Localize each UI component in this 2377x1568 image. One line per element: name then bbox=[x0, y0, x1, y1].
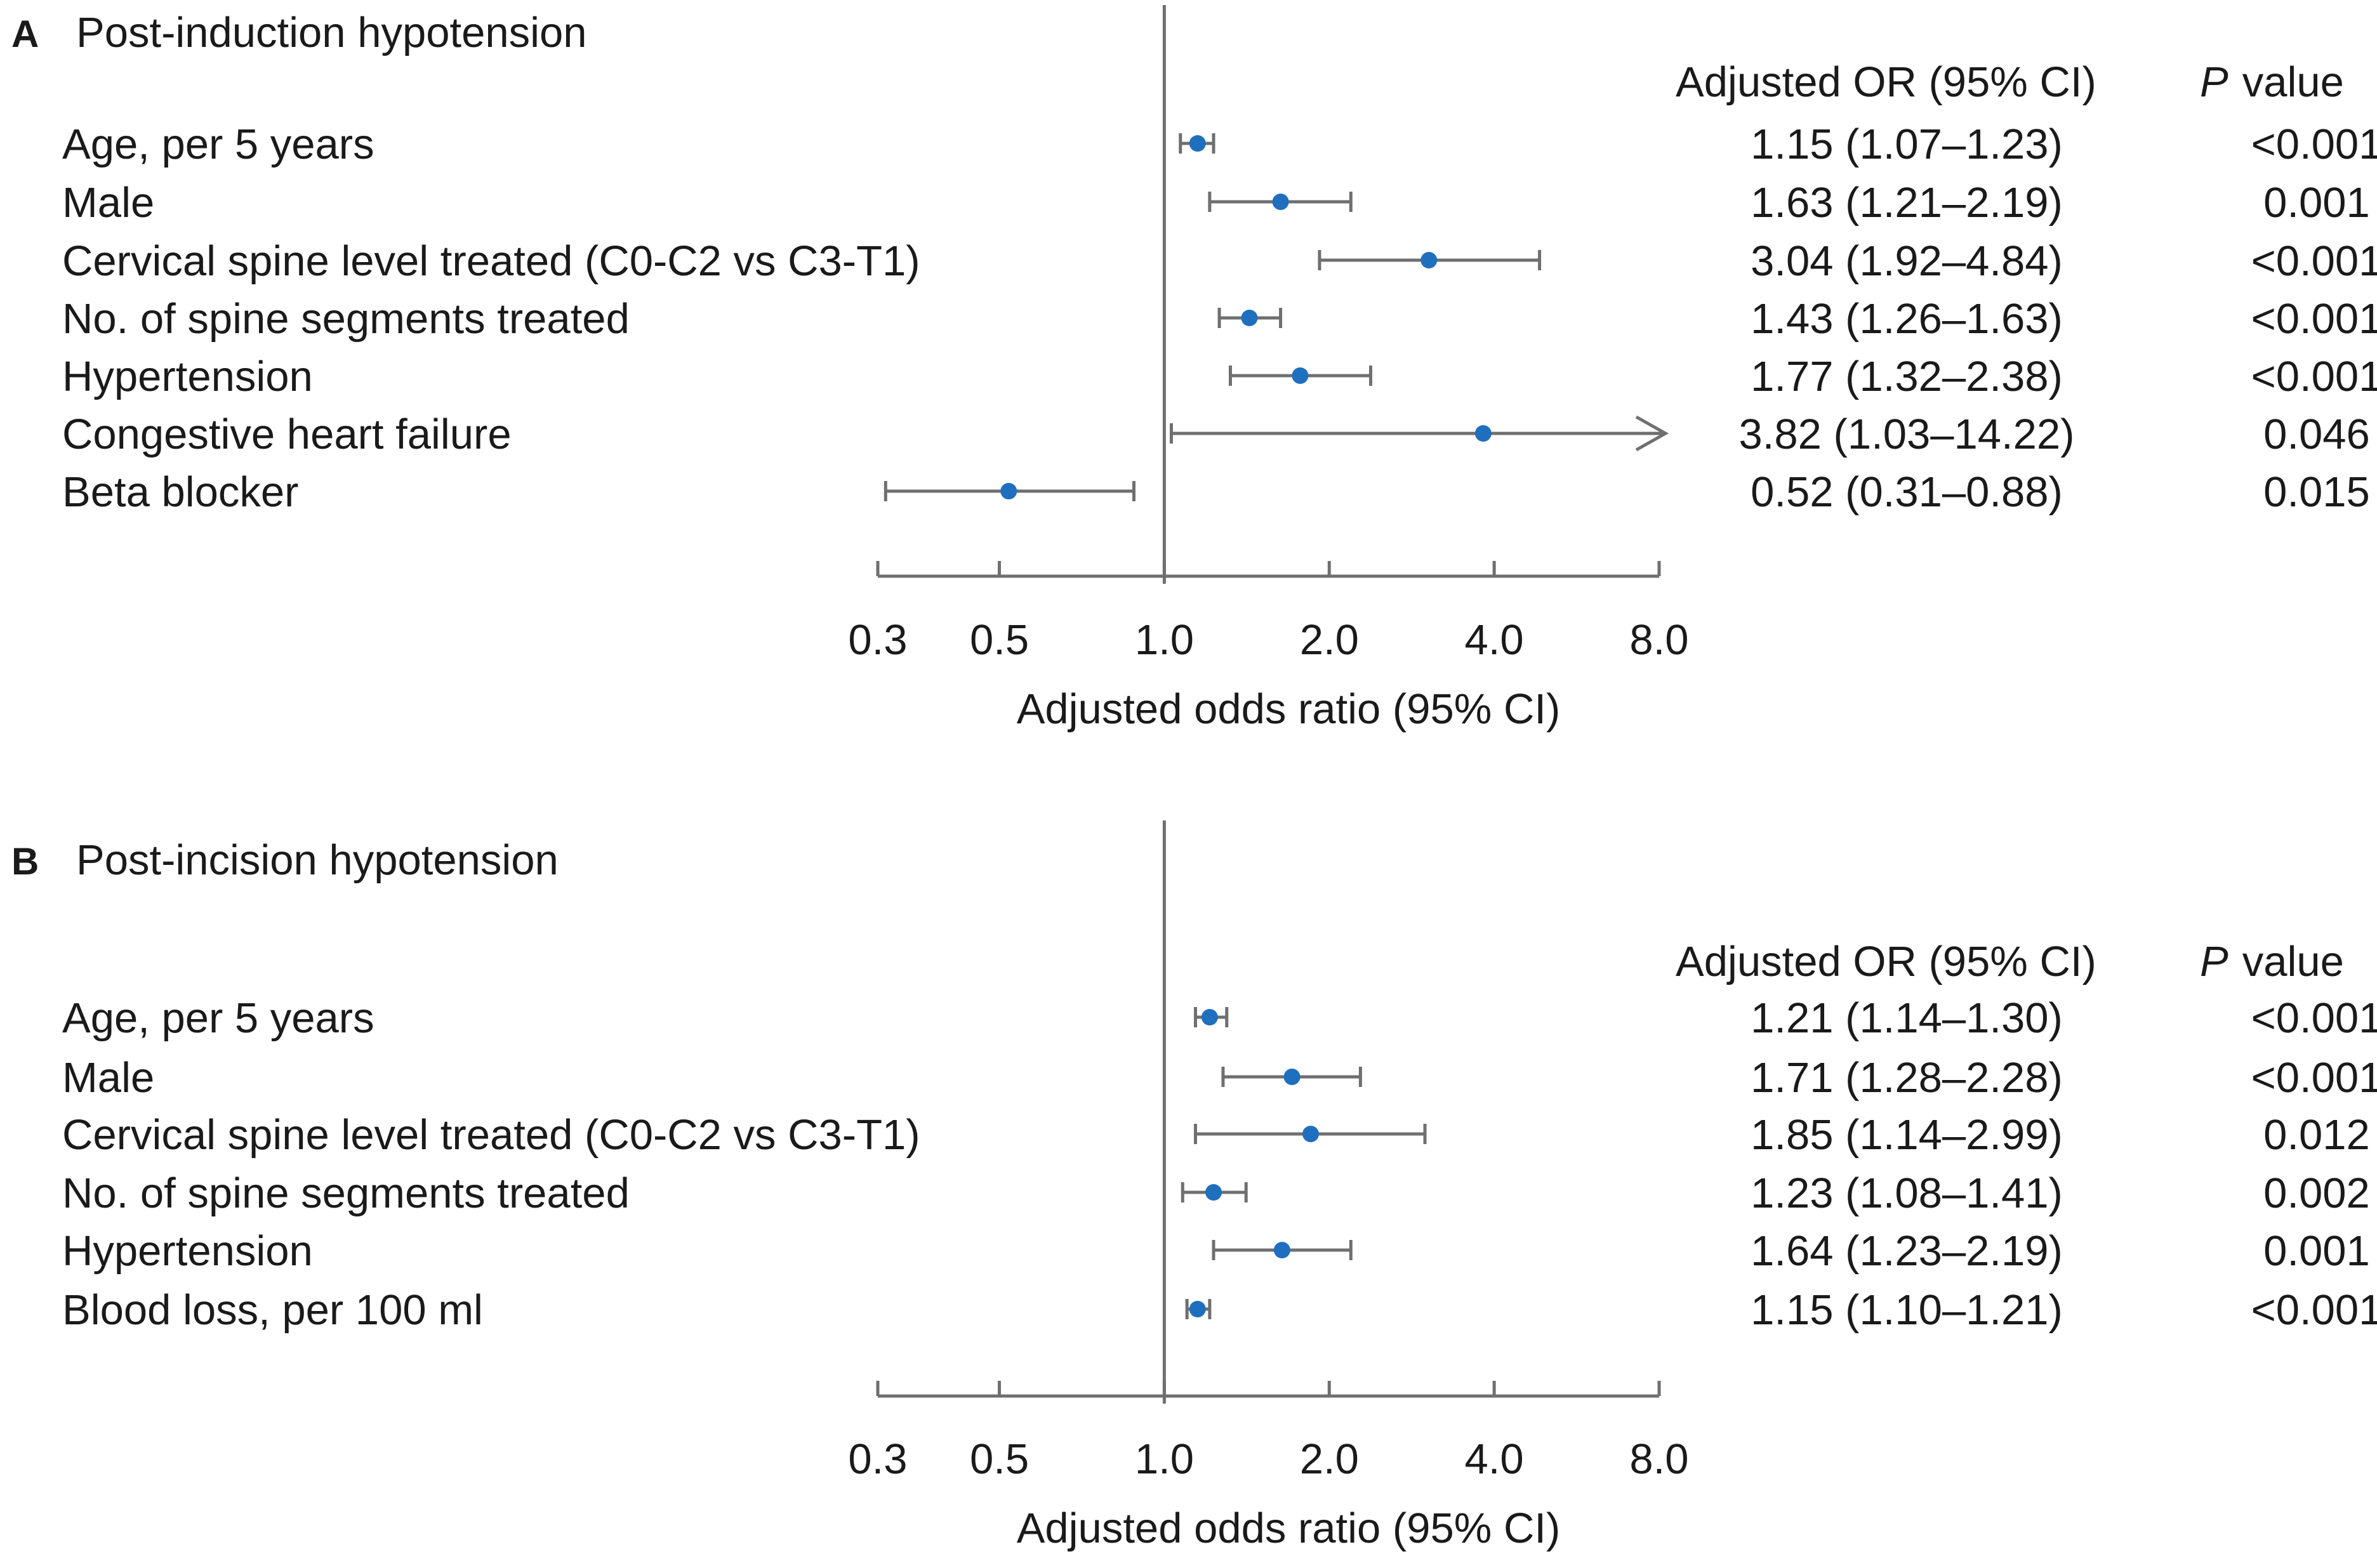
x-tick-label: 0.3 bbox=[848, 616, 907, 664]
point-estimate bbox=[1292, 367, 1309, 384]
panel-a-title: Post-induction hypotension bbox=[76, 9, 587, 56]
p-value: 0.001 bbox=[2263, 179, 2370, 227]
x-tick-label: 2.0 bbox=[1300, 616, 1359, 664]
panel-b-title: Post-incision hypotension bbox=[76, 836, 559, 884]
row-label: Male bbox=[62, 179, 154, 227]
or-column-header: Adjusted OR (95% CI) bbox=[1676, 58, 2096, 106]
x-tick-label: 0.5 bbox=[970, 1435, 1029, 1483]
panel-b: B Post-incision hypotension Adjusted OR … bbox=[11, 820, 2377, 1552]
x-tick-label: 0.3 bbox=[848, 1435, 907, 1483]
x-tick-label: 4.0 bbox=[1465, 1435, 1524, 1483]
point-estimate bbox=[1272, 194, 1289, 210]
point-estimate bbox=[1205, 1184, 1222, 1201]
point-estimate bbox=[1302, 1126, 1320, 1142]
point-estimate bbox=[1283, 1069, 1301, 1085]
point-estimate bbox=[1273, 1242, 1290, 1258]
row-label: Age, per 5 years bbox=[62, 121, 374, 168]
row-label: No. of spine segments treated bbox=[62, 295, 630, 343]
point-estimate bbox=[1189, 1301, 1206, 1317]
x-tick-label: 4.0 bbox=[1465, 616, 1524, 664]
p-value-word: value bbox=[2242, 938, 2344, 985]
point-estimate bbox=[1201, 1009, 1218, 1025]
or-ci-value: 1.23 (1.08–1.41) bbox=[1751, 1169, 2063, 1217]
row-label: Cervical spine level treated (C0-C2 vs C… bbox=[62, 237, 920, 285]
row-label: Beta blocker bbox=[62, 468, 298, 516]
p-value: <0.001 bbox=[2251, 353, 2377, 400]
or-ci-value: 1.15 (1.07–1.23) bbox=[1751, 121, 2063, 168]
or-ci-value: 1.63 (1.21–2.19) bbox=[1751, 179, 2063, 227]
point-estimate bbox=[1474, 425, 1492, 442]
p-value: 0.001 bbox=[2263, 1227, 2370, 1275]
p-value: 0.012 bbox=[2263, 1111, 2370, 1159]
p-value: <0.001 bbox=[2251, 1286, 2377, 1334]
ci-arrow-clipped bbox=[1635, 415, 1669, 452]
row-label: Hypertension bbox=[62, 353, 313, 400]
or-ci-value: 1.15 (1.10–1.21) bbox=[1751, 1286, 2063, 1334]
x-tick-label: 0.5 bbox=[970, 616, 1029, 664]
p-value: <0.001 bbox=[2251, 295, 2377, 343]
or-ci-value: 1.71 (1.28–2.28) bbox=[1751, 1054, 2063, 1102]
row-label: Male bbox=[62, 1054, 154, 1102]
x-tick-label: 8.0 bbox=[1629, 1435, 1688, 1483]
point-estimate bbox=[1420, 252, 1438, 268]
or-ci-value: 0.52 (0.31–0.88) bbox=[1751, 468, 2063, 516]
panel-a-letter: A bbox=[11, 13, 39, 55]
row-label: Hypertension bbox=[62, 1227, 313, 1275]
or-ci-value: 3.82 (1.03–14.22) bbox=[1739, 411, 2075, 458]
row-label: Blood loss, per 100 ml bbox=[62, 1286, 483, 1334]
x-axis-title: Adjusted odds ratio (95% CI) bbox=[1017, 1505, 1561, 1552]
row-label: Cervical spine level treated (C0-C2 vs C… bbox=[62, 1111, 920, 1159]
p-value: <0.001 bbox=[2251, 1054, 2377, 1102]
x-tick-label: 1.0 bbox=[1135, 616, 1194, 664]
p-value: 0.015 bbox=[2263, 468, 2370, 516]
x-tick-label: 2.0 bbox=[1300, 1435, 1359, 1483]
p-italic: P bbox=[2200, 938, 2228, 985]
point-estimate bbox=[1000, 483, 1017, 499]
x-tick-label: 8.0 bbox=[1629, 616, 1688, 664]
panel-a: A Post-induction hypotension Adjusted OR… bbox=[11, 5, 2377, 733]
or-ci-value: 1.85 (1.14–2.99) bbox=[1751, 1111, 2063, 1159]
row-label: No. of spine segments treated bbox=[62, 1169, 630, 1217]
row-label: Age, per 5 years bbox=[62, 994, 374, 1042]
x-axis-title: Adjusted odds ratio (95% CI) bbox=[1017, 685, 1561, 733]
p-italic: P bbox=[2200, 58, 2228, 106]
or-ci-value: 1.43 (1.26–1.63) bbox=[1751, 295, 2063, 343]
row-label: Congestive heart failure bbox=[62, 411, 512, 458]
or-column-header: Adjusted OR (95% CI) bbox=[1676, 938, 2096, 985]
p-value: 0.046 bbox=[2263, 411, 2370, 458]
p-value: <0.001 bbox=[2251, 237, 2377, 285]
x-tick-label: 1.0 bbox=[1135, 1435, 1194, 1483]
point-estimate bbox=[1189, 135, 1206, 152]
p-value: <0.001 bbox=[2251, 994, 2377, 1042]
or-ci-value: 3.04 (1.92–4.84) bbox=[1751, 237, 2063, 285]
p-value: <0.001 bbox=[2251, 121, 2377, 168]
panel-b-letter: B bbox=[11, 840, 39, 883]
p-value-word: value bbox=[2242, 58, 2344, 106]
or-ci-value: 1.64 (1.23–2.19) bbox=[1751, 1227, 2063, 1275]
point-estimate bbox=[1241, 310, 1258, 326]
or-ci-value: 1.77 (1.32–2.38) bbox=[1751, 353, 2063, 400]
or-ci-value: 1.21 (1.14–1.30) bbox=[1751, 994, 2063, 1042]
p-value: 0.002 bbox=[2263, 1169, 2370, 1217]
